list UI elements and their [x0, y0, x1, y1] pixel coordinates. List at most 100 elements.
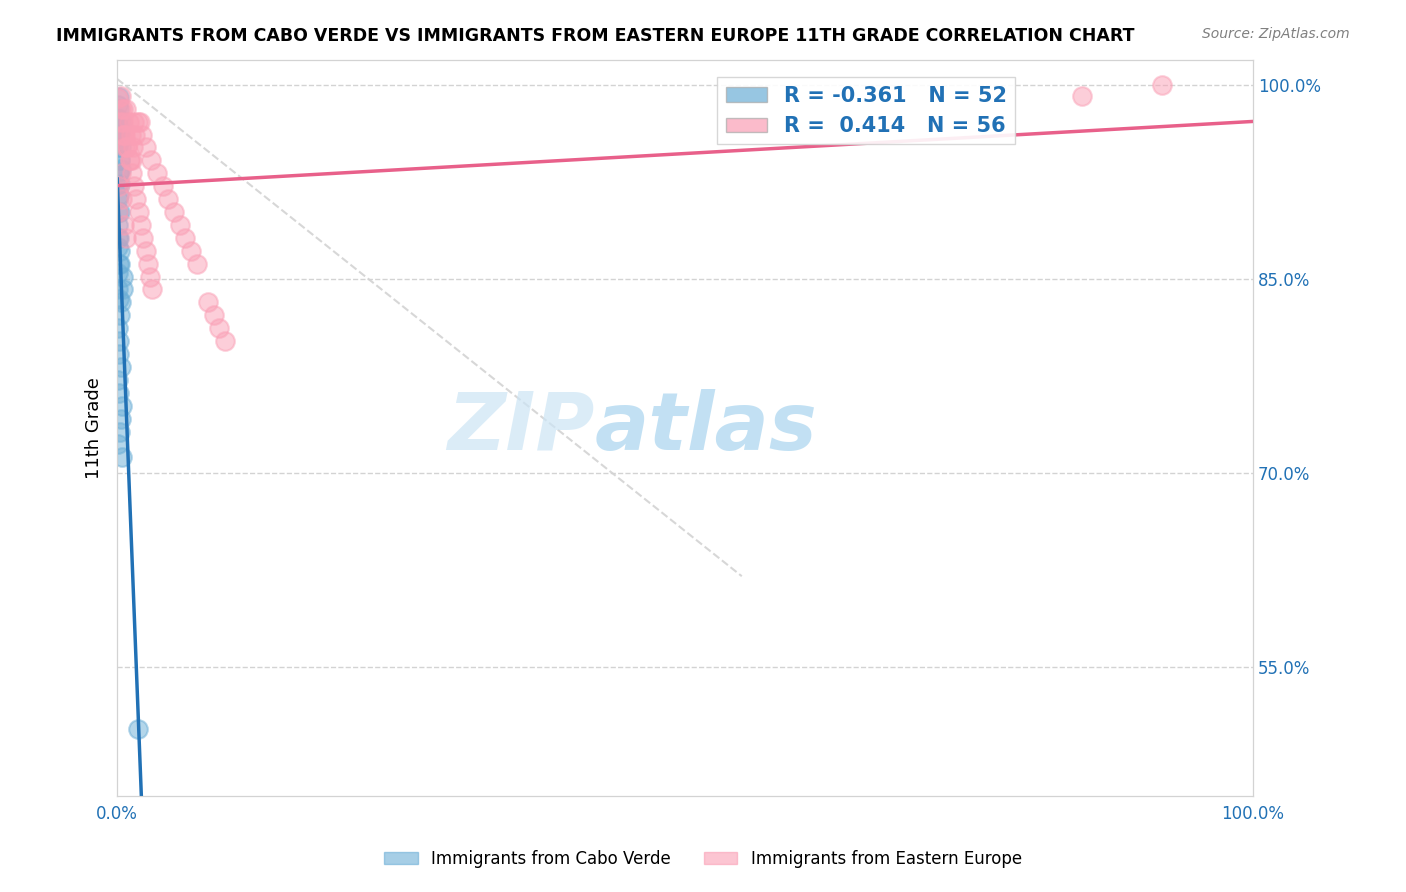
Point	[107, 240, 129, 254]
Point	[110, 295, 132, 310]
Point	[110, 411, 132, 425]
Point	[110, 102, 132, 116]
Point	[107, 192, 129, 206]
Point	[128, 205, 150, 219]
Point	[180, 244, 202, 258]
Point	[132, 231, 155, 245]
Point	[118, 153, 141, 168]
Point	[108, 179, 131, 194]
Text: Source: ZipAtlas.com: Source: ZipAtlas.com	[1202, 27, 1350, 41]
Point	[107, 373, 129, 387]
Point	[1071, 88, 1094, 103]
Point	[107, 266, 129, 280]
Point	[135, 140, 157, 154]
Point	[110, 308, 132, 322]
Point	[110, 140, 132, 154]
Point	[108, 334, 131, 348]
Point	[108, 153, 131, 168]
Legend: Immigrants from Cabo Verde, Immigrants from Eastern Europe: Immigrants from Cabo Verde, Immigrants f…	[378, 844, 1028, 875]
Point	[107, 136, 129, 151]
Point	[121, 153, 143, 168]
Point	[108, 177, 131, 191]
Point	[124, 128, 146, 142]
Point	[107, 218, 129, 232]
Point	[108, 114, 131, 128]
Point	[108, 116, 131, 130]
Point	[112, 269, 135, 284]
Point	[115, 231, 138, 245]
Point	[125, 192, 148, 206]
Point	[157, 192, 180, 206]
Point	[117, 140, 139, 154]
Point	[108, 165, 131, 179]
Point	[107, 178, 129, 192]
Point	[111, 128, 134, 142]
Point	[118, 153, 141, 168]
Point	[122, 140, 145, 154]
Point	[108, 292, 131, 306]
Point	[129, 114, 152, 128]
Point	[202, 308, 225, 322]
Y-axis label: 11th Grade: 11th Grade	[86, 376, 103, 479]
Point	[108, 257, 131, 271]
Text: IMMIGRANTS FROM CABO VERDE VS IMMIGRANTS FROM EASTERN EUROPE 11TH GRADE CORRELAT: IMMIGRANTS FROM CABO VERDE VS IMMIGRANTS…	[56, 27, 1135, 45]
Point	[120, 128, 142, 142]
Point	[121, 166, 143, 180]
Point	[107, 283, 129, 297]
Point	[111, 192, 134, 206]
Point	[127, 722, 149, 736]
Legend: R = -0.361   N = 52, R =  0.414   N = 56: R = -0.361 N = 52, R = 0.414 N = 56	[717, 78, 1015, 145]
Point	[127, 114, 149, 128]
Point	[108, 123, 131, 137]
Point	[107, 437, 129, 451]
Point	[110, 359, 132, 374]
Point	[107, 231, 129, 245]
Point	[174, 231, 197, 245]
Point	[114, 128, 136, 142]
Point	[115, 102, 138, 116]
Point	[111, 114, 134, 128]
Point	[108, 257, 131, 271]
Text: atlas: atlas	[595, 389, 817, 467]
Text: ZIP: ZIP	[447, 389, 595, 467]
Point	[111, 283, 134, 297]
Point	[110, 205, 132, 219]
Point	[108, 166, 131, 180]
Point	[131, 128, 153, 142]
Point	[107, 91, 129, 105]
Point	[107, 111, 129, 125]
Point	[197, 295, 219, 310]
Point	[117, 140, 139, 154]
Point	[111, 116, 134, 130]
Point	[214, 334, 236, 348]
Point	[107, 205, 129, 219]
Point	[141, 153, 163, 168]
Point	[111, 102, 134, 116]
Point	[107, 321, 129, 335]
Point	[112, 128, 135, 142]
Point	[152, 179, 174, 194]
Point	[169, 218, 191, 232]
Point	[110, 166, 132, 180]
Point	[163, 205, 186, 219]
Point	[146, 166, 169, 180]
Point	[108, 188, 131, 202]
Point	[135, 244, 157, 258]
Point	[108, 90, 131, 104]
Point	[107, 117, 129, 131]
Point	[108, 153, 131, 168]
Point	[110, 450, 132, 465]
Point	[108, 114, 131, 128]
Point	[110, 88, 132, 103]
Point	[108, 244, 131, 258]
Point	[107, 97, 129, 112]
Point	[129, 218, 152, 232]
Point	[112, 218, 135, 232]
Point	[108, 126, 131, 140]
Point	[122, 179, 145, 194]
Point	[107, 102, 129, 116]
Point	[139, 269, 162, 284]
Point	[1150, 78, 1173, 93]
Point	[107, 231, 129, 245]
Point	[111, 399, 134, 413]
